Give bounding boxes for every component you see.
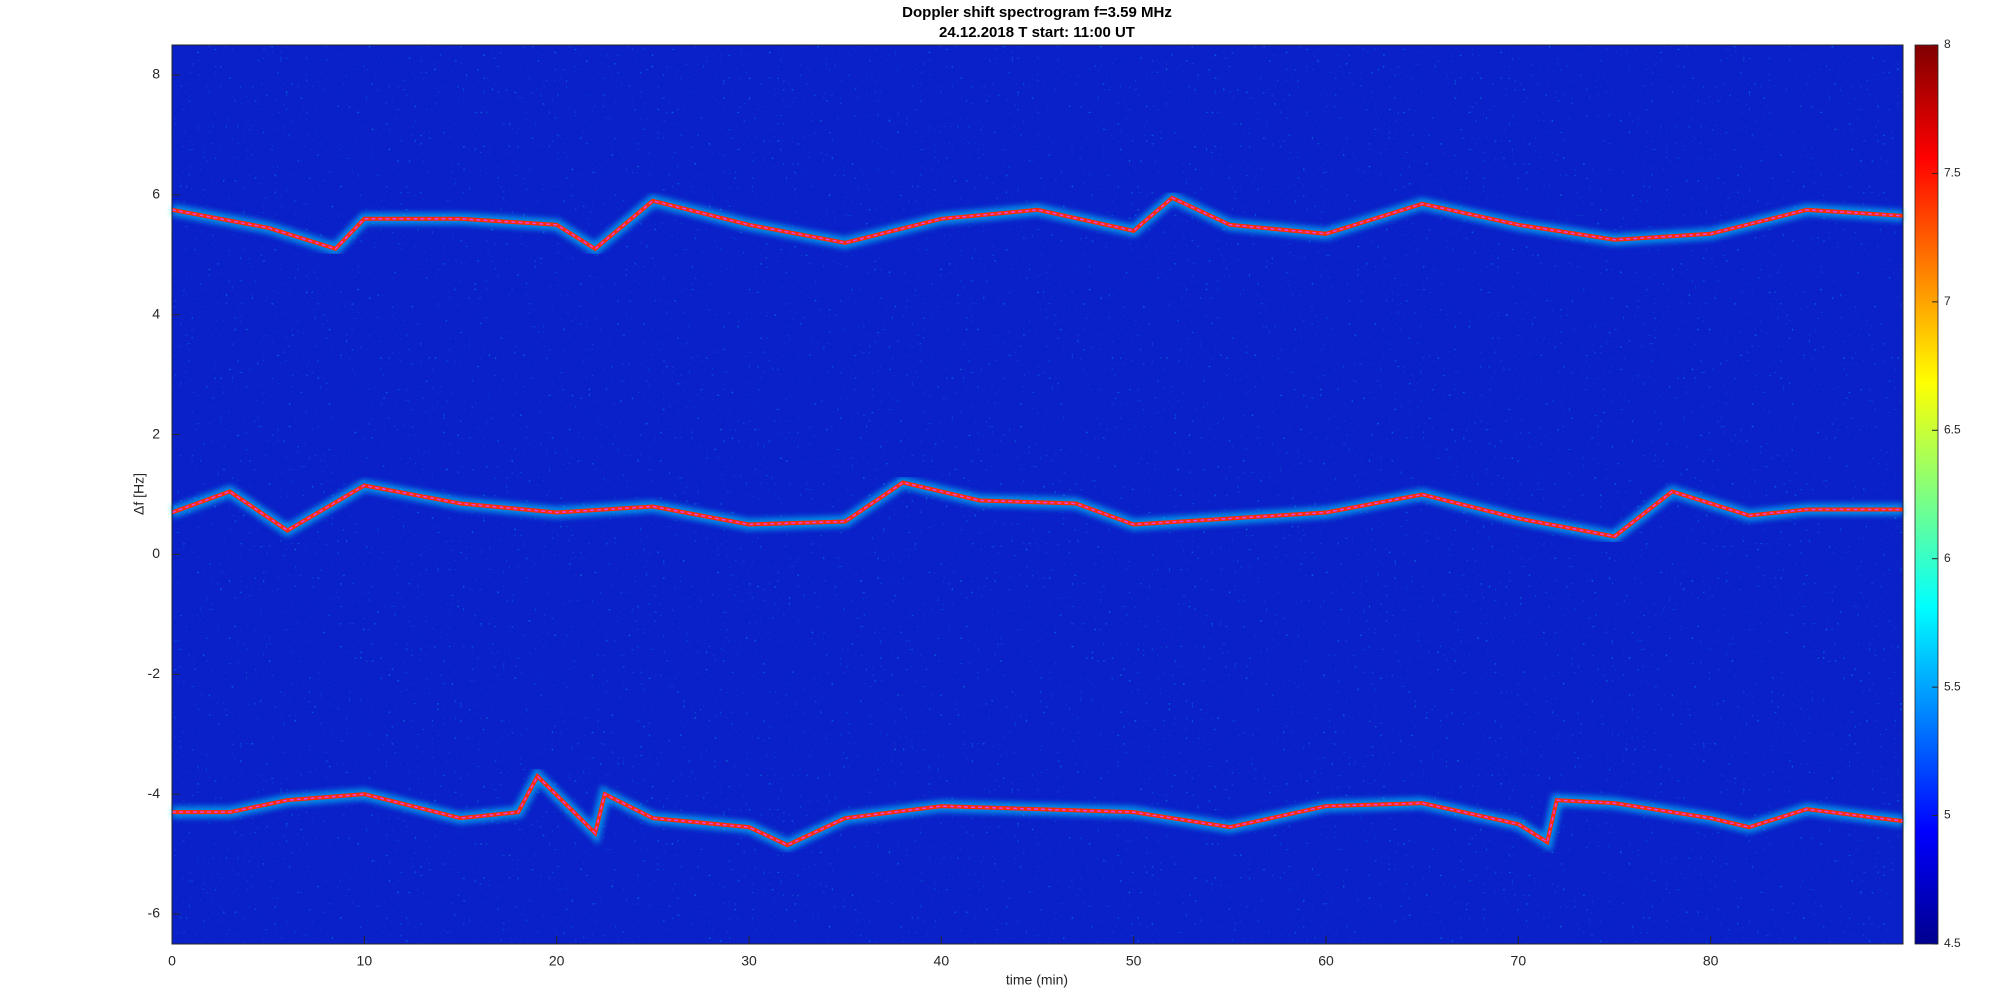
x-tick-label: 80	[1703, 953, 1719, 969]
colorbar-tick-label: 7.5	[1944, 166, 1961, 180]
noise-texture	[172, 45, 1903, 944]
y-tick-label: -4	[148, 785, 161, 801]
chart-title: Doppler shift spectrogram f=3.59 MHz	[902, 4, 1172, 21]
y-tick-label: 4	[152, 305, 160, 321]
colorbar-tick-label: 4.5	[1944, 936, 1961, 950]
colorbar-tick-label: 5.5	[1944, 679, 1961, 693]
x-tick-label: 10	[357, 953, 373, 969]
x-tick-label: 20	[549, 953, 565, 969]
colorbar-tick-label: 8	[1944, 37, 1951, 51]
colorbar	[1914, 44, 1939, 945]
trace-fit	[171, 481, 1903, 538]
y-tick-label: 0	[152, 545, 160, 561]
colorbar-tick-label: 5	[1944, 808, 1951, 822]
colorbar-tick-label: 7	[1944, 294, 1951, 308]
y-tick-label: 8	[152, 66, 160, 82]
x-tick-label: 50	[1126, 953, 1142, 969]
x-tick-label: 70	[1511, 953, 1527, 969]
y-tick-label: 6	[152, 186, 160, 202]
plot-frame	[171, 44, 1904, 945]
y-tick-label: 2	[152, 425, 160, 441]
x-tick-label: 60	[1318, 953, 1334, 969]
y-tick-label: -6	[148, 905, 161, 921]
trace-fit	[171, 196, 1904, 250]
y-tick-label: -2	[148, 665, 161, 681]
x-tick-label: 0	[168, 953, 176, 969]
colorbar-tick-label: 6.5	[1944, 422, 1961, 436]
trace-fit	[172, 774, 1904, 846]
colorbar-tick-label: 6	[1944, 551, 1951, 565]
x-axis-label: time (min)	[1006, 972, 1068, 988]
y-axis-label: Δf [Hz]	[131, 473, 147, 515]
chart-subtitle: 24.12.2018 T start: 11:00 UT	[939, 24, 1135, 41]
x-tick-label: 30	[741, 953, 757, 969]
x-tick-label: 40	[934, 953, 950, 969]
